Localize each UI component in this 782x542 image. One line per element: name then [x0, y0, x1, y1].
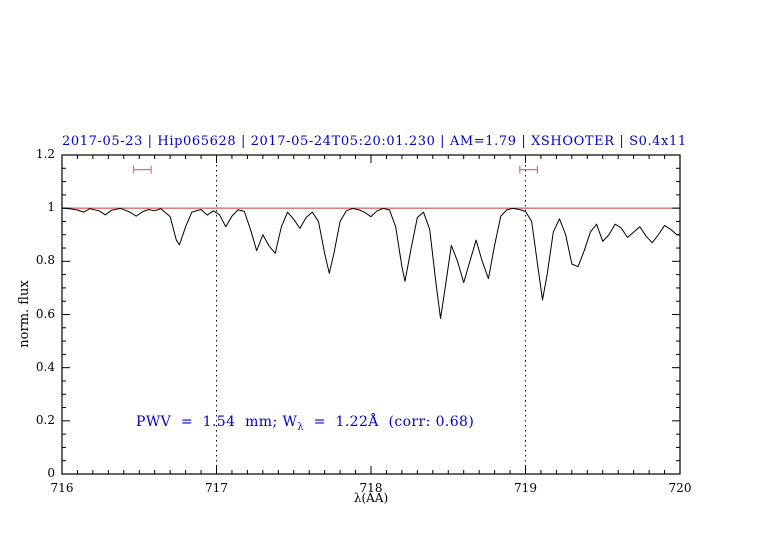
spectrum-line — [61, 207, 680, 319]
x-tick-label: 717 — [205, 481, 228, 495]
y-tick-label: 0.8 — [35, 253, 55, 268]
pwv-annotation-subscript: λ — [297, 421, 304, 433]
pwv-annotation: PWV = 1.54 mm; Wλ = 1.22Å (corr: 0.68) — [136, 414, 475, 433]
y-tick-label: 0.6 — [35, 306, 55, 321]
x-tick-label: 719 — [514, 481, 537, 495]
y-tick-label: 0.2 — [35, 412, 55, 427]
plot-title: 2017-05-23 | Hip065628 | 2017-05-24T05:2… — [62, 134, 687, 149]
x-tick-label: 718 — [359, 481, 383, 495]
x-tick-label: 716 — [50, 481, 74, 495]
y-tick-label: 0 — [47, 466, 55, 480]
x-axis-label: λ(AA) — [353, 491, 389, 505]
y-tick-label: 0.4 — [35, 359, 55, 374]
pwv-annotation-prefix: PWV = 1.54 mm; W — [136, 414, 298, 430]
x-tick-label: 720 — [668, 481, 692, 495]
y-tick-label: 1.2 — [35, 147, 55, 161]
y-tick-label: 1 — [47, 200, 55, 215]
pwv-annotation-suffix: = 1.22Å (corr: 0.68) — [303, 414, 475, 430]
